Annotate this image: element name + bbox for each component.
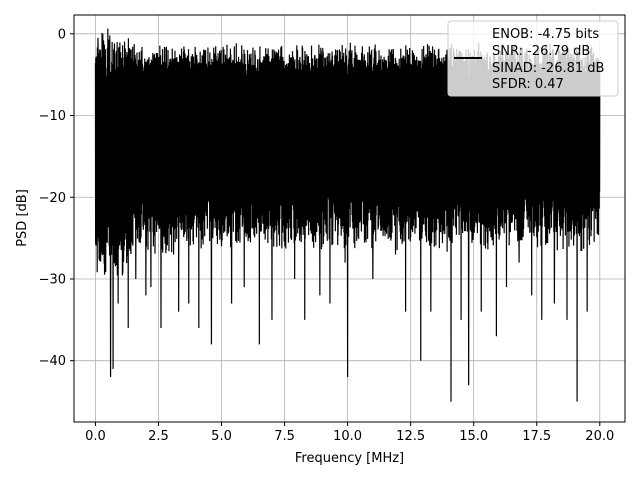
legend-enob: ENOB: -4.75 bits (492, 27, 599, 42)
plot-area-frame (73, 14, 626, 423)
y-tick-label: 0 (58, 27, 66, 42)
psd-series-line (94, 28, 601, 402)
y-axis-ticks: 0 −10 −20 −30 −40 (39, 27, 74, 369)
x-tick-label: 0.0 (85, 429, 106, 444)
x-tick-label: 17.5 (522, 429, 551, 444)
x-axis-ticks: 0.0 2.5 5.0 7.5 10.0 12.5 15.0 17.5 20.0 (85, 422, 614, 444)
x-tick-label: 10.0 (333, 429, 362, 444)
legend-box (447, 20, 619, 97)
y-tick-label: −20 (39, 191, 66, 206)
x-axis-label: Frequency [MHz] (295, 451, 404, 466)
x-tick-label: 7.5 (274, 429, 295, 444)
legend-sfdr: SFDR: 0.47 (492, 77, 564, 92)
legend-sinad: SINAD: -26.81 dB (492, 61, 604, 76)
x-tick-label: 12.5 (396, 429, 425, 444)
x-tick-label: 15.0 (459, 429, 488, 444)
y-tick-label: −30 (39, 272, 66, 287)
y-axis-label: PSD [dB] (15, 189, 30, 247)
x-tick-label: 2.5 (148, 429, 169, 444)
legend: ENOB: -4.75 bits SNR: -26.79 dB SINAD: -… (447, 20, 619, 97)
x-tick-label: 5.0 (211, 429, 232, 444)
y-tick-label: −10 (39, 109, 66, 124)
x-tick-label: 20.0 (585, 429, 614, 444)
legend-snr: SNR: -26.79 dB (492, 44, 590, 59)
y-tick-label: −40 (39, 354, 66, 369)
